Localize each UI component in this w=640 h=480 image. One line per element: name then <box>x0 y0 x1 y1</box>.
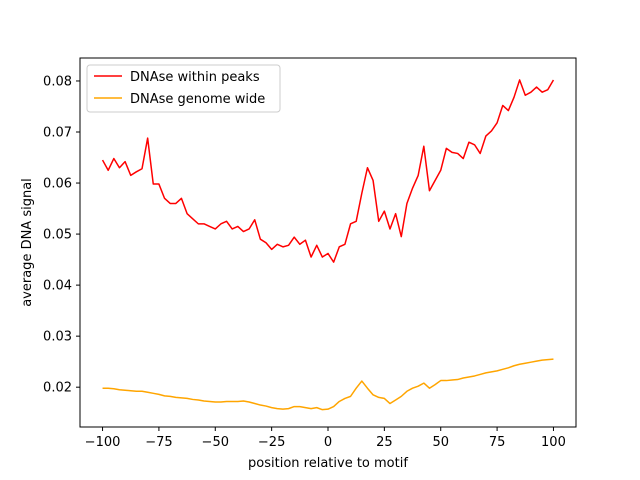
legend-label-genome-wide: DNAse genome wide <box>130 92 265 107</box>
y-axis: 0.02 0.03 0.04 0.05 0.06 0.07 0.08 <box>43 74 80 396</box>
y-tick-label: 0.07 <box>43 126 72 141</box>
y-tick-label: 0.04 <box>43 279 72 294</box>
x-tick-label: −50 <box>202 435 229 450</box>
y-tick-label: 0.02 <box>43 381 72 396</box>
series-line-dnase-within-peaks <box>101 79 555 263</box>
x-axis-label: position relative to motif <box>248 456 408 471</box>
y-tick-label: 0.05 <box>43 228 72 243</box>
series-line-dnase-genome-wide <box>102 358 554 411</box>
y-tick-label: 0.03 <box>43 330 72 345</box>
plot-frame <box>79 57 577 428</box>
x-tick-label: 75 <box>489 435 506 450</box>
x-tick-label: −100 <box>85 435 121 450</box>
x-tick-label: 50 <box>432 435 449 450</box>
x-tick-label: −75 <box>145 435 172 450</box>
legend-label-within-peaks: DNAse within peaks <box>130 70 260 85</box>
x-tick-label: 25 <box>376 435 393 450</box>
plot-area <box>101 79 555 411</box>
y-axis-label: average DNA signal <box>20 178 35 307</box>
y-tick-label: 0.06 <box>43 177 72 192</box>
x-axis: −100 −75 −50 −25 0 25 50 75 100 <box>85 427 566 450</box>
x-tick-label: 100 <box>541 435 566 450</box>
y-tick-label: 0.08 <box>43 74 72 89</box>
x-tick-label: −25 <box>258 435 285 450</box>
x-tick-label: 0 <box>324 435 332 450</box>
legend: DNAse within peaks DNAse genome wide <box>86 64 281 113</box>
legend-box <box>86 64 281 113</box>
